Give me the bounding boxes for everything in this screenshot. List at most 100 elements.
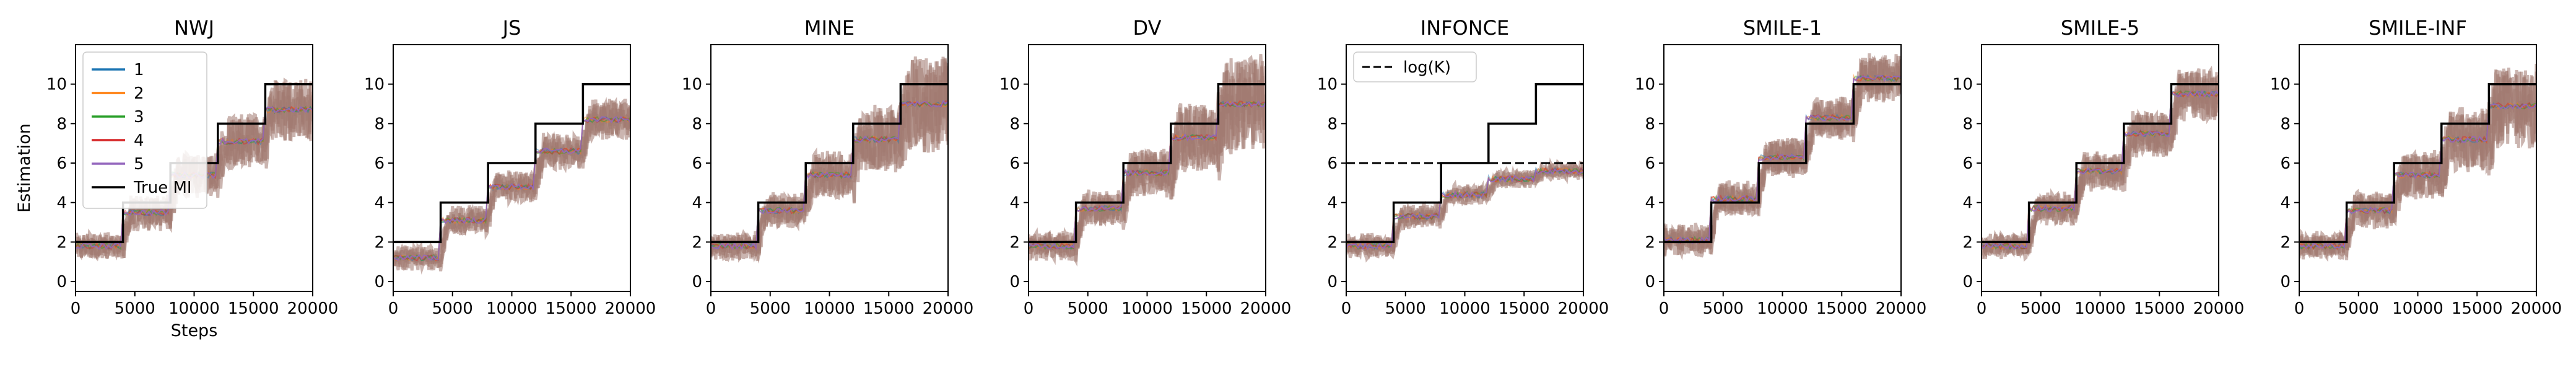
y-tick-label: 8 <box>692 115 702 133</box>
y-tick-label: 8 <box>374 115 385 133</box>
panel-title: SMILE-INF <box>2369 16 2467 40</box>
panel-dv: 0 5000 10000 15000 20000 0 2 4 6 8 10 DV <box>999 16 1291 318</box>
y-tick-label: 6 <box>692 154 702 173</box>
plot-area <box>393 82 630 275</box>
y-tick-label: 10 <box>682 76 702 94</box>
y-tick-label: 6 <box>1009 154 1020 173</box>
run-4-line <box>1346 167 1583 250</box>
y-tick-label: 8 <box>1645 115 1655 133</box>
x-tick-label: 15000 <box>2452 299 2503 318</box>
x-tick-label: 15000 <box>1499 299 1550 318</box>
y-tick-label: 8 <box>1327 115 1338 133</box>
run-5-line <box>711 100 948 251</box>
x-tick-label: 15000 <box>546 299 597 318</box>
x-tick-label: 0 <box>1977 299 1987 318</box>
panel-smile-5: 0 5000 10000 15000 20000 0 2 4 6 8 10 SMILE-5 <box>1952 16 2244 318</box>
panel-smile-inf: 0 5000 10000 15000 20000 0 2 4 6 8 10 SMILE-INF <box>2270 16 2562 318</box>
run-3-line <box>1029 100 1266 250</box>
panel-smile-1: 0 5000 10000 15000 20000 0 2 4 6 8 10 SMILE-1 <box>1635 16 1926 318</box>
y-tick-label: 0 <box>1645 273 1655 291</box>
y-tick-label: 8 <box>1962 115 1973 133</box>
x-tick-label: 5000 <box>2021 299 2061 318</box>
y-tick-label: 0 <box>1009 273 1020 291</box>
x-tick-label: 5000 <box>432 299 473 318</box>
run-5-band <box>1982 71 2219 259</box>
legend-box <box>82 51 207 209</box>
x-tick-label: 0 <box>71 299 81 318</box>
run-5-line <box>1346 169 1583 250</box>
x-axis-label: Steps <box>171 321 218 340</box>
run-2-line <box>1346 167 1583 250</box>
x-tick-label: 5000 <box>1068 299 1108 318</box>
panel-infonce: 0 5000 10000 15000 20000 0 2 4 6 8 10 INFONCE log(K) <box>1317 16 1609 318</box>
y-tick-label: 0 <box>1327 273 1338 291</box>
x-tick-label: 10000 <box>168 299 220 318</box>
true-mi-line <box>711 82 948 244</box>
y-tick-label: 2 <box>56 233 67 252</box>
run-5-line <box>1029 100 1266 250</box>
panel-title: DV <box>1133 16 1162 40</box>
x-tick-label: 0 <box>388 299 399 318</box>
panel-title: NWJ <box>174 16 214 40</box>
x-tick-label: 20000 <box>1240 299 1292 318</box>
y-tick-label: 2 <box>1327 233 1338 252</box>
y-tick-label: 10 <box>1317 76 1338 94</box>
plot-area <box>1982 65 2219 262</box>
legend-label-true-mi: True MI <box>133 179 192 197</box>
x-tick-label: 10000 <box>486 299 537 318</box>
panel-mine: 0 5000 10000 15000 20000 0 2 4 6 8 10 MINE <box>682 16 973 318</box>
y-tick-label: 4 <box>2280 194 2291 213</box>
x-tick-label: 10000 <box>804 299 855 318</box>
y-tick-label: 8 <box>56 115 67 133</box>
y-tick-label: 4 <box>1645 194 1655 213</box>
plot-area <box>1664 53 1901 261</box>
y-tick-label: 8 <box>1009 115 1020 133</box>
run-2-line <box>2299 102 2536 250</box>
legend-label-log-k: log(K) <box>1403 58 1451 77</box>
x-tick-label: 0 <box>2294 299 2305 318</box>
x-tick-label: 5000 <box>750 299 791 318</box>
y-tick-label: 0 <box>374 273 385 291</box>
true-mi-line <box>2299 82 2536 244</box>
y-tick-label: 10 <box>1952 76 1973 94</box>
runs-legend: 1 2 3 4 5 True MI <box>82 51 207 209</box>
x-tick-label: 0 <box>1341 299 1352 318</box>
true-mi-line <box>1346 82 1583 244</box>
y-tick-label: 10 <box>46 76 67 94</box>
run-1-line <box>1029 100 1266 250</box>
x-tick-label: 10000 <box>1757 299 1808 318</box>
x-tick-label: 15000 <box>1181 299 1232 318</box>
y-tick-label: 6 <box>2280 154 2291 173</box>
legend-box <box>1353 51 1477 82</box>
y-tick-label: 4 <box>374 194 385 213</box>
run-5-band <box>1029 54 1266 259</box>
y-tick-label: 2 <box>1645 233 1655 252</box>
x-tick-label: 15000 <box>2134 299 2185 318</box>
x-tick-label: 10000 <box>1121 299 1173 318</box>
y-tick-label: 4 <box>56 194 67 213</box>
panel-title: SMILE-1 <box>1743 16 1822 40</box>
y-tick-label: 6 <box>1645 154 1655 173</box>
x-tick-label: 5000 <box>115 299 155 318</box>
run-4-line <box>1664 74 1901 245</box>
run-5-line <box>393 115 630 262</box>
plot-area <box>1346 82 1583 263</box>
x-tick-label: 20000 <box>1876 299 1927 318</box>
run-5-band <box>393 97 630 265</box>
y-tick-label: 6 <box>374 154 385 173</box>
y-tick-label: 6 <box>1327 154 1338 173</box>
run-1-line <box>1346 166 1583 250</box>
run-3-line <box>1664 74 1901 244</box>
run-3-line <box>1346 167 1583 250</box>
y-tick-label: 2 <box>374 233 385 252</box>
x-tick-label: 15000 <box>228 299 279 318</box>
true-mi-line <box>1982 82 2219 244</box>
x-tick-label: 20000 <box>1558 299 1609 318</box>
panel-nwj: 0 5000 10000 15000 20000 0 2 4 6 8 10 NWJ 1 2 3 4 5 True … <box>15 16 338 340</box>
run-5-line <box>1982 89 2219 250</box>
run-5-band <box>1346 159 1583 255</box>
legend-label-run-1: 1 <box>134 61 144 79</box>
y-tick-label: 6 <box>1962 154 1973 173</box>
true-mi-line <box>1664 82 1901 244</box>
